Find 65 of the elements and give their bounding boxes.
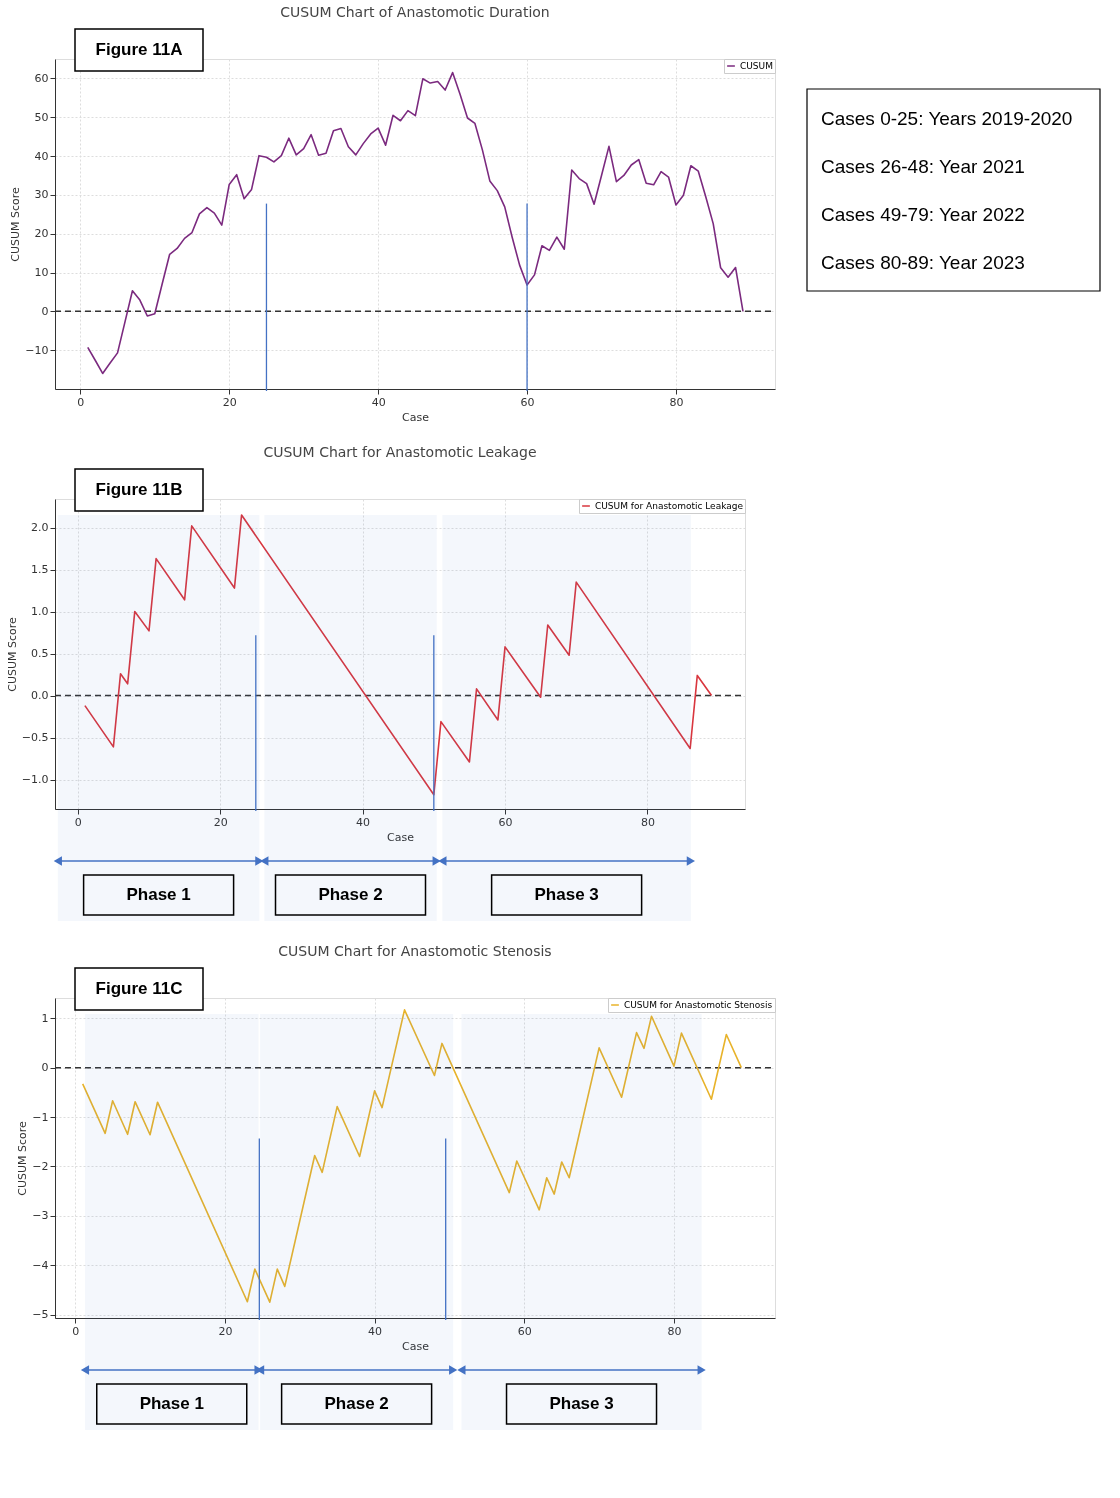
y-axis-title: CUSUM Score: [9, 186, 23, 262]
band-label: Phase 2: [324, 1394, 389, 1413]
y-tick-label: 20: [34, 227, 49, 241]
y-tick-label: 50: [34, 110, 49, 124]
band-label: Phase 1: [139, 1394, 204, 1413]
y-tick-label: 0.5: [31, 647, 49, 661]
x-tick-label: 0: [74, 815, 82, 829]
band-label: Phase 3: [549, 1394, 614, 1413]
x-tick-label: 40: [368, 1324, 383, 1338]
y-tick-label: 1.0: [31, 605, 49, 619]
x-tick-label: 80: [669, 395, 684, 409]
x-tick-label: 60: [517, 1324, 532, 1338]
y-tick-label: −4: [32, 1258, 49, 1272]
chart-title: CUSUM Chart for Anastomotic Stenosis: [278, 943, 552, 960]
x-tick-label: 60: [520, 395, 535, 409]
x-tick-label: 0: [72, 1324, 80, 1338]
y-tick-label: 60: [34, 71, 49, 85]
band-label: Phase 2: [318, 885, 383, 904]
x-tick-label: 40: [371, 395, 386, 409]
x-tick-label: 20: [213, 815, 228, 829]
y-tick-label: −5: [32, 1308, 49, 1322]
legend-label: CUSUM for Anastomotic Stenosis: [624, 1000, 773, 1010]
y-tick-label: 2.0: [31, 521, 49, 535]
line-series: [84, 514, 713, 796]
y-tick-label: 1: [41, 1011, 49, 1025]
x-tick-label: 80: [667, 1324, 682, 1338]
text: Cases 26-48: Year 2021: [821, 156, 1025, 177]
y-tick-label: −1: [32, 1110, 49, 1124]
y-tick-label: 0: [41, 1061, 49, 1075]
y-axis-title: CUSUM Score: [16, 1120, 30, 1196]
x-tick-label: 40: [356, 815, 371, 829]
band-label: Phase 1: [126, 885, 191, 904]
y-tick-label: −10: [25, 343, 49, 357]
text: Cases 0-25: Years 2019-2020: [821, 108, 1073, 129]
y-tick-label: 30: [34, 188, 49, 202]
chart-title: CUSUM Chart of Anastomotic Duration: [280, 4, 550, 21]
legend-label: CUSUM for Anastomotic Leakage: [595, 501, 744, 511]
x-tick-label: 20: [218, 1324, 233, 1338]
x-tick-label: 0: [77, 395, 85, 409]
y-tick-label: −3: [32, 1209, 49, 1223]
x-tick-label: 80: [640, 815, 655, 829]
x-axis-title: Case: [402, 410, 430, 424]
x-tick-label: 60: [498, 815, 513, 829]
caption: Figure 11B: [95, 480, 183, 499]
text: Cases 49-79: Year 2022: [821, 204, 1025, 225]
y-tick-label: 40: [34, 149, 49, 163]
y-tick-label: 0: [41, 304, 49, 318]
y-tick-label: −2: [32, 1159, 49, 1173]
y-tick-label: 10: [34, 266, 49, 280]
text: Cases 80-89: Year 2023: [821, 252, 1025, 273]
caption: Figure 11A: [95, 40, 183, 59]
line-series: [81, 1009, 743, 1303]
x-tick-label: 20: [222, 395, 237, 409]
y-axis-title: CUSUM Score: [5, 616, 19, 692]
band-label: Phase 3: [534, 885, 599, 904]
legend-label: CUSUM: [740, 61, 773, 71]
line-series: [86, 71, 744, 375]
x-axis-title: Case: [402, 1339, 430, 1353]
caption: Figure 11C: [95, 979, 183, 998]
y-tick-label: 1.5: [31, 563, 49, 577]
y-tick-label: −0.5: [21, 731, 49, 745]
y-tick-label: 0.0: [31, 689, 49, 703]
y-tick-label: −1.0: [21, 773, 49, 787]
x-axis-title: Case: [387, 830, 415, 844]
chart-title: CUSUM Chart for Anastomotic Leakage: [263, 444, 537, 461]
